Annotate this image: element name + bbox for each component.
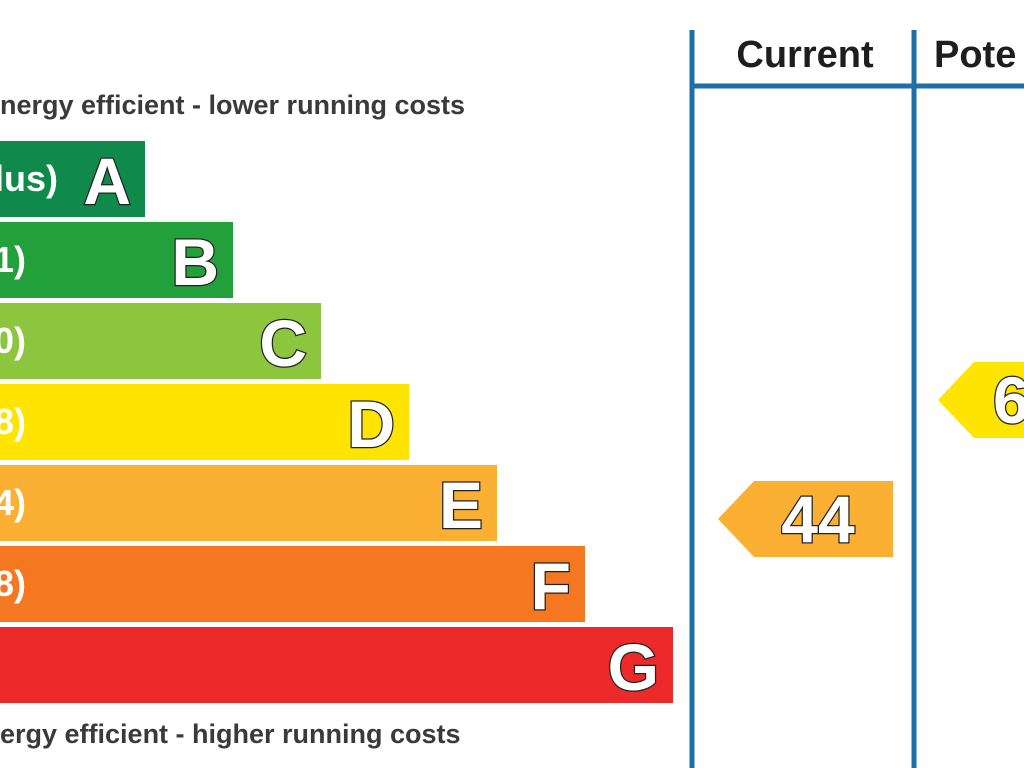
arrow-value: 6 xyxy=(993,363,1024,437)
band-range-label: 1) xyxy=(0,239,26,280)
band-g: G xyxy=(0,627,673,705)
arrow-current: 44 xyxy=(718,481,893,557)
band-letter-a: A xyxy=(83,144,131,218)
band-letter-g: G xyxy=(608,630,659,704)
rating-bands: lus) A 1) B 0) C 8) D 4) E 8) FG xyxy=(0,141,673,705)
rating-columns-frame xyxy=(689,30,1024,768)
column-header-potential: Pote xyxy=(934,34,1016,76)
band-b: 1) B xyxy=(0,222,233,300)
band-bar-b xyxy=(0,222,233,298)
band-range-label: lus) xyxy=(0,158,58,199)
band-letter-b: B xyxy=(171,225,219,299)
band-letter-d: D xyxy=(347,387,395,461)
top-caption: nergy efficient - lower running costs xyxy=(0,90,465,120)
arrow-pote: 6 xyxy=(938,362,1024,438)
band-bar-d xyxy=(0,384,409,460)
arrow-shape xyxy=(718,481,893,557)
column-header-current: Current xyxy=(736,34,874,76)
band-range-label: 4) xyxy=(0,482,26,523)
band-range-label: 8) xyxy=(0,563,26,604)
band-bar-g xyxy=(0,627,673,703)
band-bar-a xyxy=(0,141,145,217)
band-bar-e xyxy=(0,465,497,541)
band-bar-c xyxy=(0,303,321,379)
band-c: 0) C xyxy=(0,303,321,381)
band-bar-f xyxy=(0,546,585,622)
arrow-value: 44 xyxy=(781,482,855,556)
band-d: 8) D xyxy=(0,384,409,462)
band-a: lus) A xyxy=(0,141,145,219)
band-letter-f: F xyxy=(531,549,571,623)
band-range-label: 0) xyxy=(0,320,26,361)
band-letter-e: E xyxy=(439,468,483,542)
rating-arrows: 44 6 xyxy=(718,362,1024,557)
bottom-caption: ergy efficient - higher running costs xyxy=(0,719,461,749)
band-range-label: 8) xyxy=(0,401,26,442)
band-e: 4) E xyxy=(0,465,497,543)
band-f: 8) F xyxy=(0,546,585,624)
arrow-shape xyxy=(938,362,1024,438)
band-letter-c: C xyxy=(259,306,307,380)
